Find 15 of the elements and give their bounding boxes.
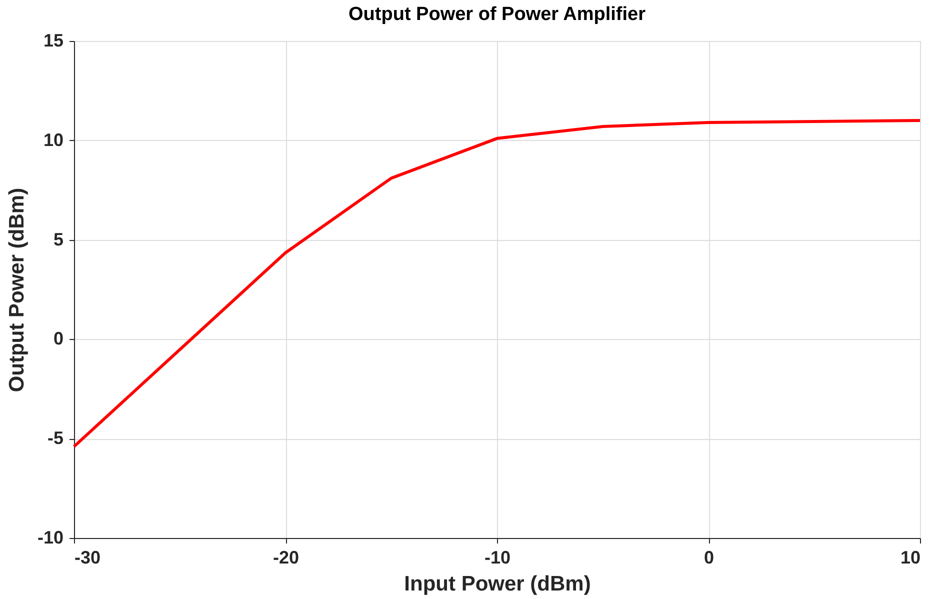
y-tick-label: -10 [37,528,64,548]
x-tick-label: -10 [484,548,511,568]
x-tick-label: -20 [272,548,300,568]
chart-title: Output Power of Power Amplifier [348,4,646,25]
x-axis-title: Input Power (dBm) [404,572,591,596]
x-tick-label: 0 [704,548,714,568]
y-tick-label: 15 [43,30,64,50]
line-series [72,119,922,448]
y-tick-label: -5 [47,428,64,448]
y-tick-label: 0 [53,328,64,349]
x-tick-label: 10 [900,548,920,568]
y-tick-label: 5 [53,229,64,250]
y-axis-title: Output Power (dBm) [5,188,28,392]
x-tick-label: -30 [74,548,101,568]
y-tick-label: 10 [43,130,64,150]
